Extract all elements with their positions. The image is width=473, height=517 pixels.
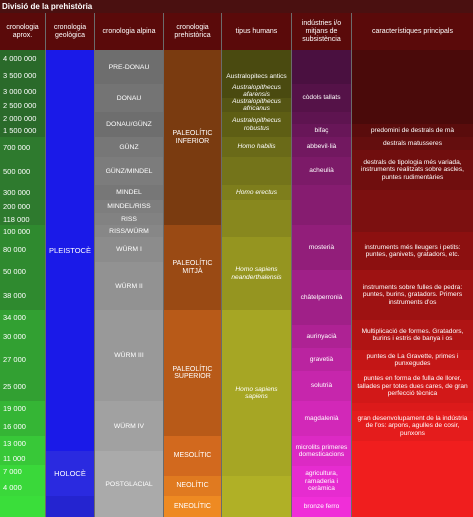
alpina-mindel: MINDEL: [95, 185, 163, 200]
date-cell: 2 000 000: [0, 112, 45, 124]
humans-sapiens-sapiens: Homo sapiens sapiens: [222, 310, 291, 476]
industries-acheulia: acheulià: [292, 157, 351, 185]
caracteristiques-destrals-ma: predomini de destrals de mà: [352, 124, 473, 137]
header-aprox: cronologia aprox.: [0, 13, 45, 50]
industries-aurinyacia: aurinyacià: [292, 325, 351, 348]
industries-agricultura: agricultura, ramaderia i ceràmica: [292, 466, 351, 497]
industries-empty: [292, 112, 351, 124]
header-geologica: cronologia geològica: [46, 13, 94, 50]
alpina-predonau: PRE-DONAU: [95, 50, 163, 84]
caracteristiques-multiplicacio: Multiplicació de formes. Gratadors, buri…: [352, 320, 473, 350]
geologica-empty: [46, 496, 94, 517]
caracteristiques-fulla-llorer: puntes en forma de fulla de llorer, tall…: [352, 370, 473, 403]
industries-bronze-ferro: bronze ferro: [292, 497, 351, 517]
alpina-riss-wurm: RISS/WÜRM: [95, 225, 163, 237]
date-cell: 118 000: [0, 213, 45, 225]
period-neolitic: NEOLÍTIC: [164, 476, 221, 496]
date-cell: 16 000: [0, 416, 45, 436]
industries-empty: [292, 50, 351, 84]
date-cell: 19 000: [0, 401, 45, 416]
alpina-donau: DONAU: [95, 84, 163, 112]
table-title: Divisió de la prehistòria: [0, 0, 473, 13]
date-cell: 25 000: [0, 371, 45, 401]
header-industries: indústries i/o mitjans de subsistència: [292, 13, 351, 50]
alpina-wurm-3: WÜRM III: [95, 310, 163, 401]
humans-neanderthalensis: Homo sapiens neanderthalensis: [222, 237, 291, 310]
date-cell: 50 000: [0, 262, 45, 280]
industries-chatelperronia: châtelperronià: [292, 270, 351, 325]
caracteristiques-empty: [352, 50, 473, 124]
date-cell: 4 000 000: [0, 50, 45, 67]
humans-habilis: Homo habilis: [222, 137, 291, 157]
industries-microlits: microlits primeres domesticacions: [292, 436, 351, 466]
period-paleolitic-inferior: PALEOLÍTIC INFERIOR: [164, 50, 221, 225]
date-cell: 200 000: [0, 200, 45, 213]
date-cell: 30 000: [0, 325, 45, 348]
date-cell: 13 000: [0, 436, 45, 451]
period-mesolitic: MESOLÍTIC: [164, 436, 221, 476]
date-cell: 80 000: [0, 237, 45, 262]
date-cell: 3 000 000: [0, 84, 45, 98]
alpina-donau-gunz: DONAU/GÜNZ: [95, 112, 163, 137]
alpina-postglacial: POSTGLACIAL: [95, 451, 163, 517]
geologica-pleistoce: PLEISTOCÈ: [46, 50, 94, 451]
header-caracteristiques: característiques principals: [352, 13, 473, 50]
caracteristiques-fulles-pedra: instruments sobre fulles de pedra: punte…: [352, 270, 473, 320]
date-cell: 300 000: [0, 185, 45, 200]
industries-magdalenia: magdalenià: [292, 401, 351, 436]
header-humans: tipus humans: [222, 13, 291, 50]
caracteristiques-empty: [352, 190, 473, 232]
humans-afarensis: Australopithecus afarensis: [222, 84, 291, 98]
date-cell: 27 000: [0, 348, 45, 371]
alpina-wurm-1: WÜRM I: [95, 237, 163, 262]
industries-gravetia: gravetià: [292, 348, 351, 371]
humans-robustus: Australopithecus robustus: [222, 112, 291, 137]
period-paleolitic-superior: PALEOLÍTIC SUPERIOR: [164, 310, 221, 436]
header-prehistorica: cronologia prehistòrica: [164, 13, 221, 50]
date-cell: 2 500 000: [0, 98, 45, 112]
caracteristiques-empty: [352, 441, 473, 517]
alpina-mindel-riss: MINDEL/RISS: [95, 200, 163, 213]
geologica-holoce: HOLOCÈ: [46, 451, 94, 496]
humans-empty: [222, 476, 291, 517]
industries-abbevillia: abbevil·lià: [292, 137, 351, 157]
humans-australopitecs-antics: Australopitecs antics: [222, 70, 291, 84]
date-cell: 3 500 000: [0, 67, 45, 84]
caracteristiques-gravette: puntes de La Gravette, primes i punxegud…: [352, 350, 473, 370]
caracteristiques-industria-os: gran desenvolupament de la indústria de …: [352, 411, 473, 441]
period-eneolitic: ENEOLÍTIC: [164, 496, 221, 517]
humans-empty: [222, 200, 291, 237]
header-alpina: cronologia alpina: [95, 13, 163, 50]
date-cell: 100 000: [0, 225, 45, 237]
caracteristiques-empty: [352, 403, 473, 411]
alpina-gunz: GÜNZ: [95, 137, 163, 157]
industries-empty: [292, 185, 351, 225]
period-paleolitic-mitja: PALEOLÍTIC MITJÀ: [164, 225, 221, 310]
caracteristiques-tipologia-variada: destrals de tipologia més variada, instr…: [352, 150, 473, 190]
alpina-wurm-2: WÜRM II: [95, 262, 163, 310]
humans-africanus: Australopithecus africanus: [222, 98, 291, 112]
date-cell-empty: [0, 496, 45, 517]
humans-erectus: Homo erectus: [222, 185, 291, 200]
humans-empty: [222, 50, 291, 70]
date-cell: 38 000: [0, 280, 45, 310]
date-cell: 7 000: [0, 465, 45, 478]
industries-solutria: solutrià: [292, 371, 351, 401]
humans-empty: [222, 157, 291, 185]
caracteristiques-destrals-matusseres: destrals matusseres: [352, 137, 473, 150]
date-cell: 1 500 000: [0, 124, 45, 137]
date-cell: 4 000: [0, 478, 45, 496]
industries-mosteria: mosterià: [292, 225, 351, 270]
alpina-gunz-mindel: GÜNZ/MINDEL: [95, 157, 163, 185]
date-cell: 700 000: [0, 137, 45, 157]
date-cell: 11 000: [0, 451, 45, 465]
alpina-riss: RISS: [95, 213, 163, 225]
industries-codols: còdols tallats: [292, 84, 351, 112]
date-cell: 500 000: [0, 157, 45, 185]
industries-bifac: bifaç: [292, 124, 351, 137]
caracteristiques-instruments-lleugers: instruments més lleugers i petits: punte…: [352, 232, 473, 270]
date-cell: 34 000: [0, 310, 45, 325]
alpina-wurm-4: WÜRM IV: [95, 401, 163, 451]
